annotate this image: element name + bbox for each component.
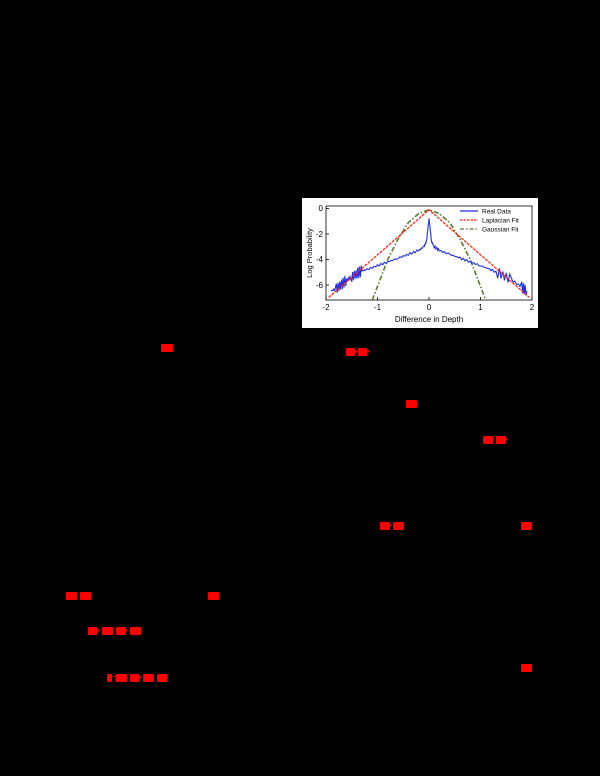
citation-label: ?? xyxy=(157,674,169,684)
svg-text:Real Data: Real Data xyxy=(482,209,511,216)
citation-label: ?? xyxy=(496,436,508,446)
real-data-line xyxy=(330,218,528,296)
citation-label: ?? xyxy=(66,592,78,602)
laplacian-fit-line xyxy=(328,208,530,298)
gaussian-fit-line xyxy=(371,208,487,301)
citation-marker[interactable]: ?? xyxy=(80,592,94,602)
citation-label: ?? xyxy=(88,627,100,637)
citation-marker[interactable]: ?? xyxy=(483,436,496,446)
citation-label: ?? xyxy=(161,344,173,354)
y-tick-labels: 0 -2 -4 -6 xyxy=(316,204,324,290)
svg-text:2: 2 xyxy=(530,303,535,312)
citation-label: ?? xyxy=(358,348,370,358)
citation-label: ?? xyxy=(107,674,119,684)
legend: Real Data Laplacian Fit Gaussian Fit xyxy=(460,209,519,234)
citation-marker[interactable]: 14 xyxy=(521,522,535,532)
citation-marker[interactable]: ?? xyxy=(346,348,358,358)
citation-marker[interactable]: ?? xyxy=(130,674,142,684)
citation-label: ?? xyxy=(346,348,358,358)
tick-marks xyxy=(325,208,533,300)
citation-label: 15 xyxy=(406,400,418,410)
citation-label: ?? xyxy=(116,674,128,684)
citation-marker[interactable]: ?? xyxy=(157,674,170,684)
x-tick-labels: -2 -1 0 1 2 xyxy=(322,303,534,312)
citation-marker[interactable]: ?? xyxy=(130,627,144,637)
chart-svg: -2 -1 0 1 2 0 -2 -4 -6 Difference in Dep… xyxy=(305,204,535,324)
svg-text:-4: -4 xyxy=(316,255,324,264)
citation-label: ?? xyxy=(483,436,495,446)
citation-marker[interactable]: ?? xyxy=(107,674,119,684)
citation-marker[interactable]: ?? xyxy=(116,627,129,637)
citation-label: ?? xyxy=(380,522,392,532)
x-axis-label: Difference in Depth xyxy=(395,315,463,324)
citation-marker[interactable]: ?? xyxy=(102,627,116,637)
citation-label: ?? xyxy=(143,674,155,684)
citation-label: ?? xyxy=(80,592,92,602)
citation-label: ?? xyxy=(116,627,128,637)
citation-marker[interactable]: ?? xyxy=(116,674,130,684)
citation-marker[interactable]: ?? xyxy=(88,627,100,637)
svg-text:-6: -6 xyxy=(316,281,324,290)
svg-text:-2: -2 xyxy=(322,303,330,312)
citation-marker[interactable]: ?? xyxy=(393,522,407,532)
citation-marker[interactable]: ?? xyxy=(380,522,393,532)
citation-label: ?? xyxy=(130,674,142,684)
svg-text:Laplacian Fit: Laplacian Fit xyxy=(482,218,519,225)
citation-marker[interactable]: 16 xyxy=(208,592,222,602)
citation-marker[interactable]: ?? xyxy=(143,674,157,684)
citation-marker[interactable]: ?? xyxy=(161,344,176,354)
svg-text:Gaussian Fit: Gaussian Fit xyxy=(482,227,519,234)
citation-marker[interactable]: ?? xyxy=(66,592,80,602)
citation-marker[interactable]: ?? xyxy=(496,436,509,446)
citation-marker[interactable]: 15 xyxy=(406,400,420,410)
citation-label: ?? xyxy=(102,627,114,637)
citation-label: 16 xyxy=(208,592,220,602)
citation-label: ?? xyxy=(393,522,405,532)
citation-label: 14 xyxy=(521,522,533,532)
citation-marker[interactable]: ?? xyxy=(358,348,370,358)
svg-text:0: 0 xyxy=(427,303,432,312)
svg-text:-2: -2 xyxy=(316,230,324,239)
svg-text:-1: -1 xyxy=(374,303,382,312)
citation-marker[interactable]: ?? xyxy=(521,664,535,674)
svg-text:0: 0 xyxy=(319,204,324,213)
figure-log-probability-depth: -2 -1 0 1 2 0 -2 -4 -6 Difference in Dep… xyxy=(302,198,538,328)
citation-label: ?? xyxy=(521,664,533,674)
svg-text:1: 1 xyxy=(478,303,483,312)
citation-label: ?? xyxy=(130,627,142,637)
y-axis-label: Log Probability xyxy=(305,228,314,278)
